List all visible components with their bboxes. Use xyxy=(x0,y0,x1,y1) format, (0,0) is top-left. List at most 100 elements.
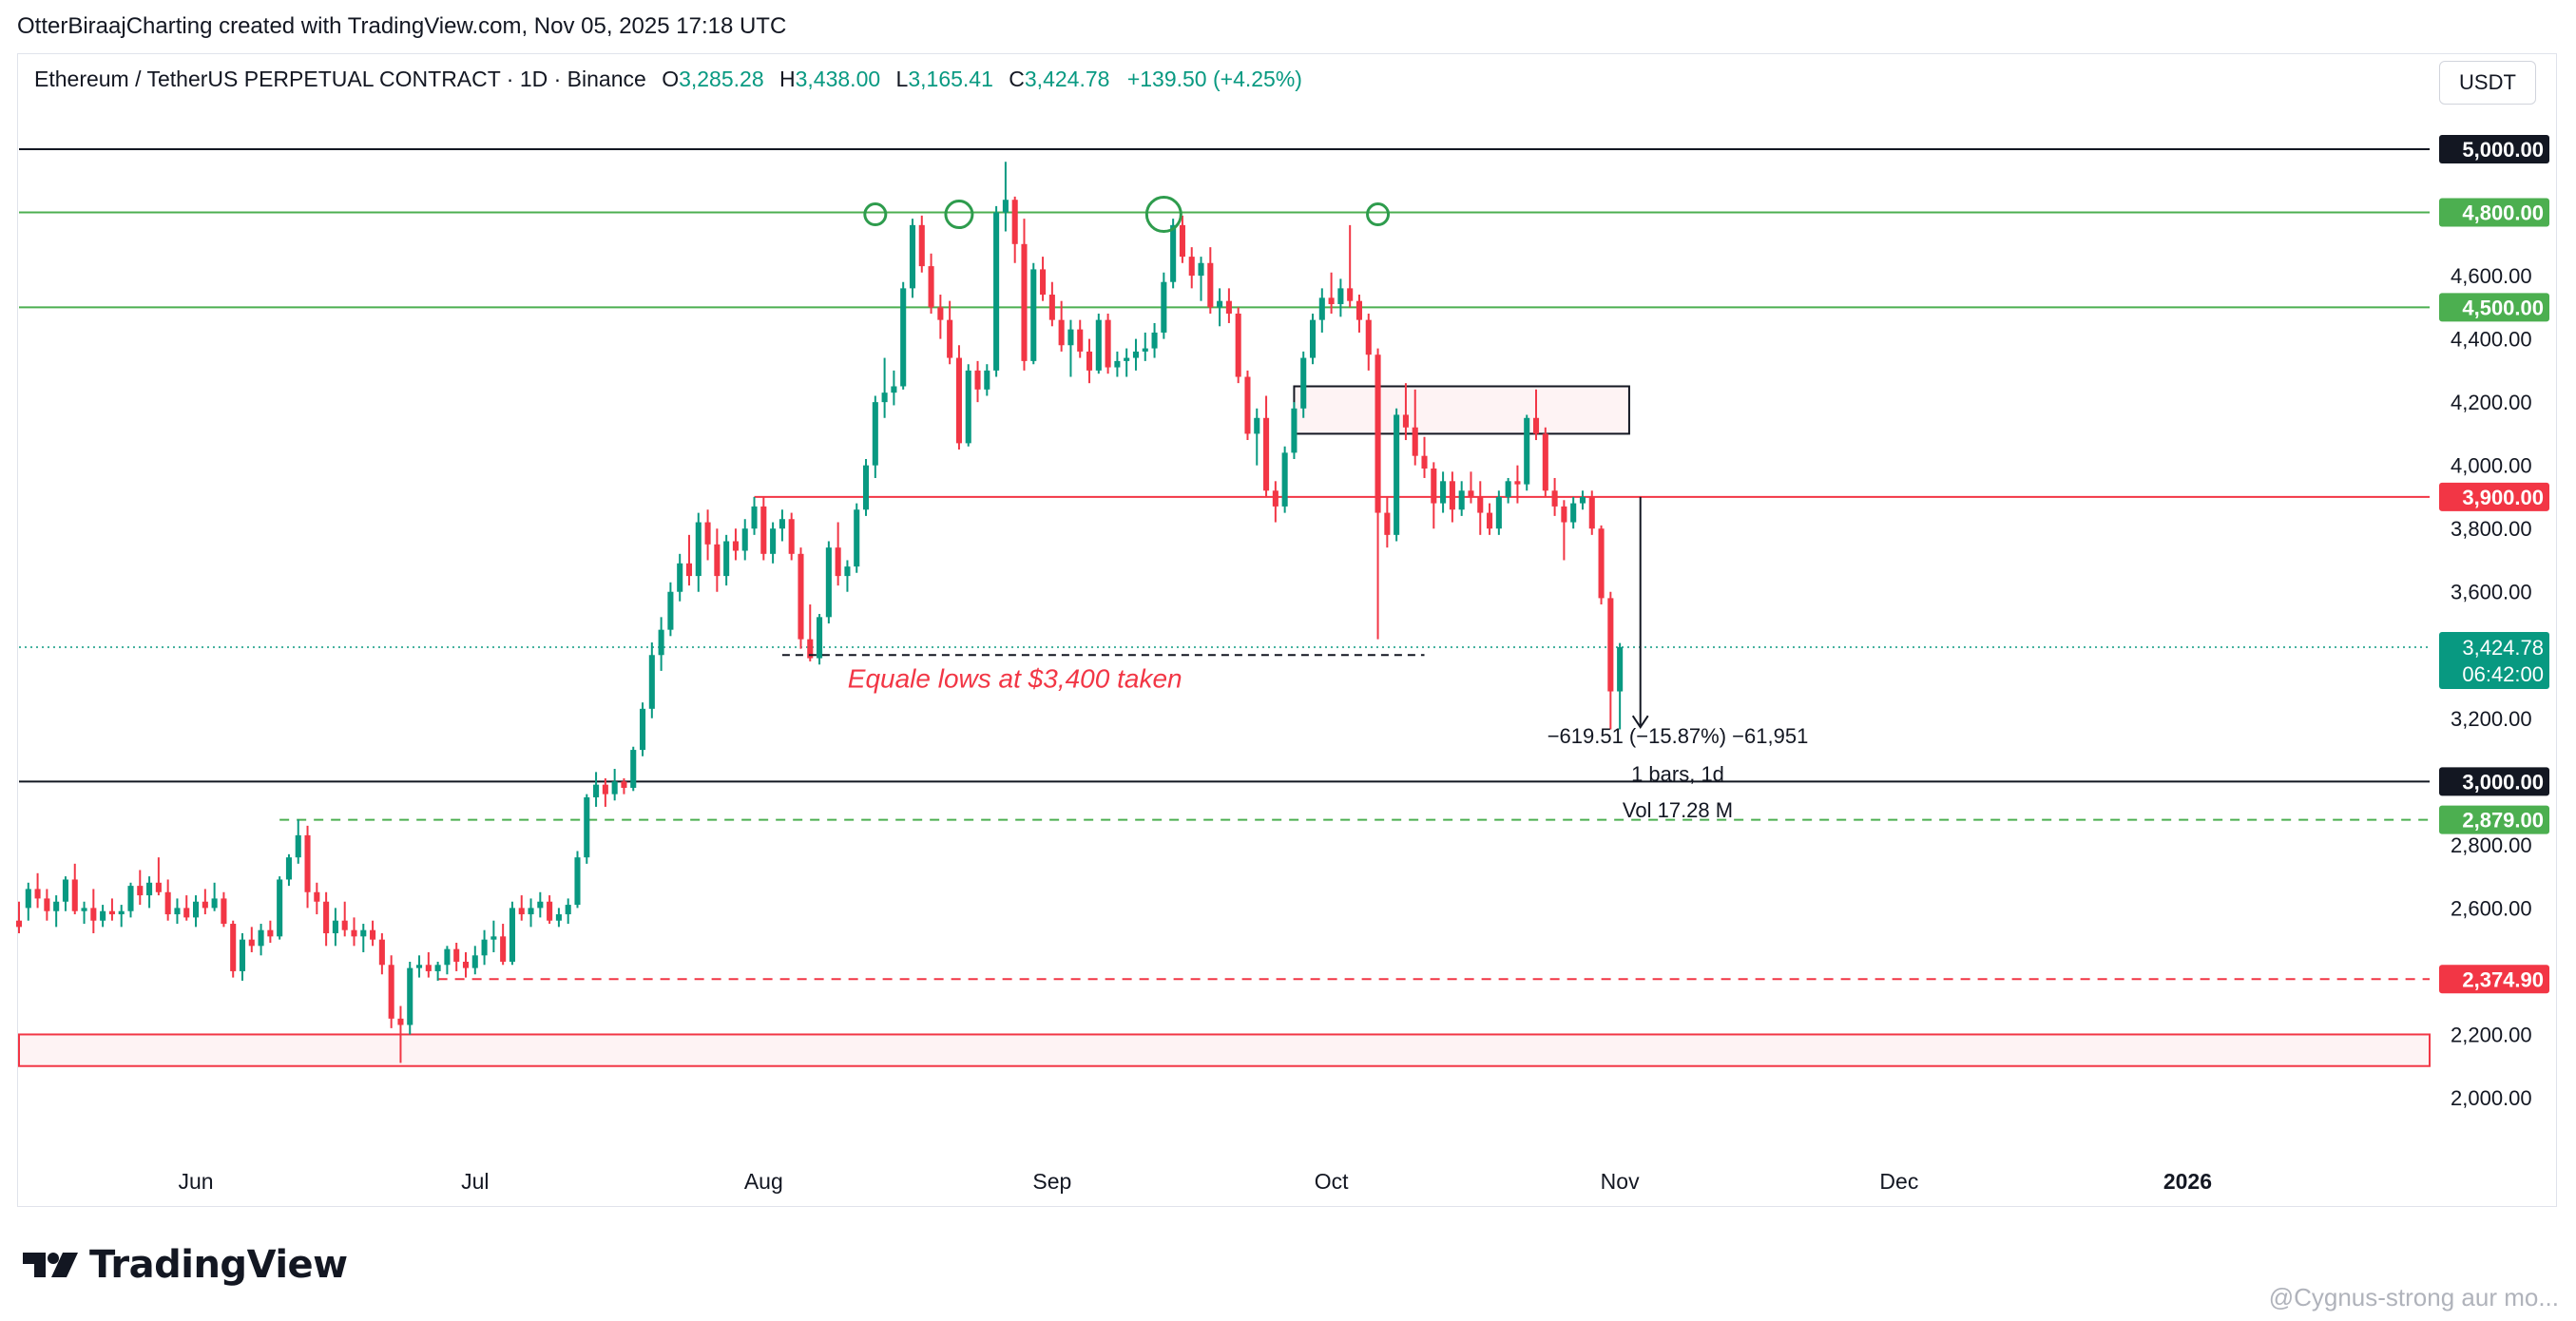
candle-body xyxy=(760,506,767,554)
candle-body xyxy=(71,879,78,911)
top-circle-marker xyxy=(1144,196,1182,234)
high-label: H xyxy=(779,67,796,91)
close-value: 3,424.78 xyxy=(1024,67,1110,91)
candle-body xyxy=(537,901,544,909)
candle-body xyxy=(639,708,646,751)
candle-body xyxy=(1263,417,1270,491)
candle-body xyxy=(1318,297,1325,320)
candle-body xyxy=(1607,598,1614,692)
candle-body xyxy=(779,519,785,529)
candle-body xyxy=(648,655,655,709)
candle-body xyxy=(1217,300,1223,308)
x-axis-tick-label: Oct xyxy=(1315,1169,1349,1194)
candle-body xyxy=(230,924,237,971)
candle-body xyxy=(1114,360,1121,368)
candle-body xyxy=(462,961,470,968)
chart-frame[interactable] xyxy=(17,53,2557,1207)
candle-body xyxy=(378,939,385,966)
candle-body xyxy=(500,936,507,962)
current-price-label: 3,424.78 xyxy=(2462,636,2544,660)
candle-body xyxy=(1542,433,1548,491)
candle-body xyxy=(1067,329,1074,346)
candle-body xyxy=(155,882,162,892)
x-axis-tick-label: Jun xyxy=(178,1169,213,1194)
price-level-badge xyxy=(2439,767,2549,796)
candle-body xyxy=(695,522,702,577)
y-axis-tick-label: 4,200.00 xyxy=(2451,391,2532,414)
candle-body xyxy=(1440,481,1447,504)
currency-button[interactable]: USDT xyxy=(2439,61,2536,105)
candle-body xyxy=(630,750,637,788)
candle-body xyxy=(928,266,934,308)
symbol-legend: Ethereum / TetherUS PERPETUAL CONTRACT ·… xyxy=(34,67,1302,92)
candle-body xyxy=(1011,200,1018,244)
candle-body xyxy=(555,914,562,921)
candle-body xyxy=(388,965,394,1019)
x-axis-tick-label: Dec xyxy=(1879,1169,1918,1194)
tradingview-logo-text: TradingView xyxy=(89,1243,348,1287)
candle-body xyxy=(351,929,357,937)
candle-body xyxy=(1421,455,1428,469)
price-level-badge-label: 4,500.00 xyxy=(2462,296,2544,319)
candle-body xyxy=(471,955,478,968)
candle-body xyxy=(1384,512,1391,535)
price-level-badge-label: 5,000.00 xyxy=(2462,138,2544,162)
candle-body xyxy=(751,506,758,529)
candle-body xyxy=(1142,348,1148,352)
candle-body xyxy=(1095,319,1102,371)
zone-0 xyxy=(18,1033,2431,1067)
y-axis-tick-label: 2,200.00 xyxy=(2451,1023,2532,1046)
candle-body xyxy=(1309,319,1317,358)
candle-body xyxy=(183,908,190,918)
top-circle-marker xyxy=(1366,202,1391,227)
candle-body xyxy=(667,591,674,630)
price-level-badge xyxy=(2439,135,2549,163)
price-level-badge xyxy=(2439,965,2549,994)
candle-body xyxy=(211,898,218,909)
price-level-badge-label: 3,900.00 xyxy=(2462,486,2544,509)
candle-body xyxy=(314,891,320,902)
candle-body xyxy=(444,948,451,966)
candle-body xyxy=(947,319,953,358)
candle-body xyxy=(1198,262,1204,277)
candle-body xyxy=(258,929,264,947)
candle-body xyxy=(1524,417,1530,485)
y-axis-tick-label: 4,600.00 xyxy=(2451,264,2532,288)
measure-volume-label: Vol 17.28 M xyxy=(1623,798,1733,822)
candle-body xyxy=(323,901,330,934)
x-axis-tick-label: Nov xyxy=(1601,1169,1640,1194)
candle-body xyxy=(584,796,590,858)
candle-body xyxy=(1337,288,1344,305)
candle-body xyxy=(685,563,693,577)
candle-body xyxy=(518,908,525,915)
candle-body xyxy=(1040,269,1047,296)
candle-body xyxy=(1132,351,1140,358)
candle-body xyxy=(891,386,897,393)
candle-body xyxy=(1561,506,1567,523)
candle-body xyxy=(565,905,571,915)
candle-body xyxy=(277,879,283,937)
countdown-label: 06:42:00 xyxy=(2462,662,2544,686)
candle-body xyxy=(425,965,432,971)
tradingview-logo: TradingView xyxy=(21,1243,348,1287)
change-value: +139.50 (+4.25%) xyxy=(1126,67,1302,91)
candle-body xyxy=(704,522,711,545)
candle-body xyxy=(1048,295,1055,320)
candle-body xyxy=(918,224,925,267)
candle-body xyxy=(415,965,423,968)
y-axis-tick-label: 3,200.00 xyxy=(2451,707,2532,731)
close-label: C xyxy=(1009,67,1025,91)
price-level-badge-label: 2,374.90 xyxy=(2462,967,2544,991)
candle-body xyxy=(621,781,627,788)
top-circle-marker xyxy=(863,202,888,227)
candle-body xyxy=(741,528,748,551)
candle-body xyxy=(1058,319,1065,346)
candle-body xyxy=(965,370,971,444)
equal-lows-label: Equale lows at $3,400 taken xyxy=(848,663,1182,693)
candle-body xyxy=(807,639,814,659)
candle-body xyxy=(360,929,367,937)
candle-body xyxy=(1347,288,1354,301)
y-axis-tick-label: 3,800.00 xyxy=(2451,517,2532,541)
candle-body xyxy=(1570,503,1577,523)
